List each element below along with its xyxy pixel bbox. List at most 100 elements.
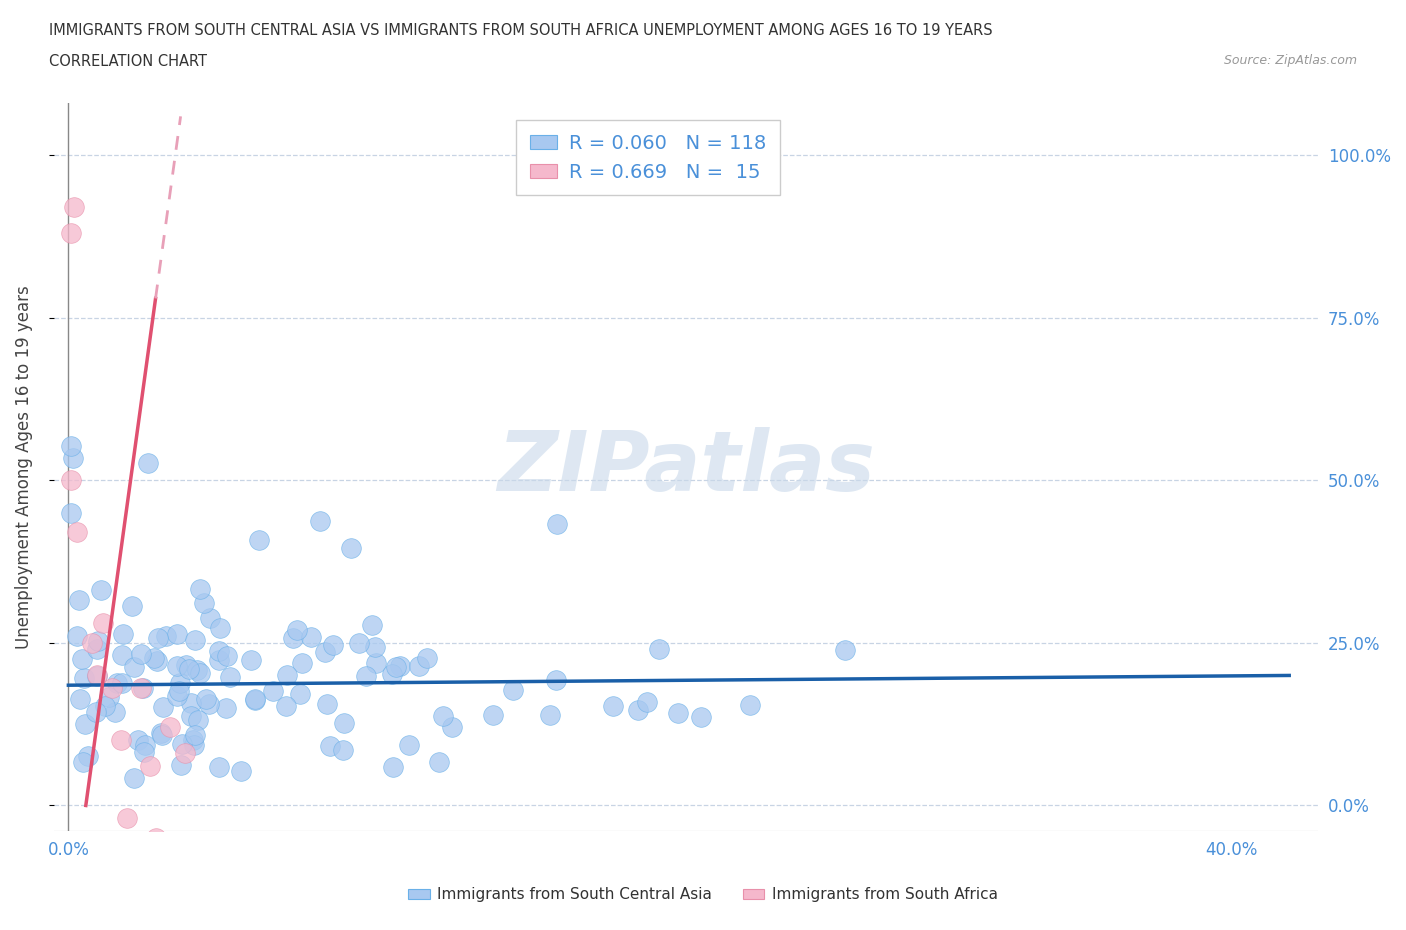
Point — [86, 668, 108, 683]
Point — [110, 733, 132, 748]
Point — [668, 706, 690, 721]
Point — [60, 438, 83, 453]
Point — [80, 635, 103, 650]
Point — [155, 628, 177, 643]
Point — [121, 599, 143, 614]
Point — [183, 738, 205, 753]
Point — [262, 684, 284, 698]
Point — [139, 759, 162, 774]
Point — [184, 632, 207, 647]
Point — [546, 517, 568, 532]
Text: ZIPatlas: ZIPatlas — [498, 427, 875, 508]
Point — [90, 582, 112, 597]
Point — [66, 629, 89, 644]
Point — [70, 652, 93, 667]
Point — [647, 642, 669, 657]
Point — [180, 708, 202, 723]
Point — [481, 708, 503, 723]
Text: IMMIGRANTS FROM SOUTH CENTRAL ASIA VS IMMIGRANTS FROM SOUTH AFRICA UNEMPLOYMENT : IMMIGRANTS FROM SOUTH CENTRAL ASIA VS IM… — [49, 23, 993, 38]
Point — [315, 697, 337, 711]
Point — [136, 456, 159, 471]
Point — [187, 712, 209, 727]
Point — [132, 681, 155, 696]
Point — [416, 650, 439, 665]
Point — [180, 696, 202, 711]
Point — [398, 737, 420, 752]
Point — [166, 626, 188, 641]
Point — [170, 758, 193, 773]
Point — [62, 451, 84, 466]
Point — [319, 739, 342, 754]
Point — [169, 675, 191, 690]
Point — [198, 697, 221, 711]
Point — [87, 633, 110, 648]
Point — [127, 733, 149, 748]
Point — [538, 707, 561, 722]
Point — [184, 727, 207, 742]
Legend: Immigrants from South Central Asia, Immigrants from South Africa: Immigrants from South Central Asia, Immi… — [402, 882, 1004, 909]
Point — [115, 811, 138, 826]
Point — [69, 593, 91, 608]
Point — [283, 631, 305, 645]
Point — [381, 667, 404, 682]
Point — [146, 654, 169, 669]
Point — [166, 658, 188, 673]
Point — [627, 702, 650, 717]
Point — [308, 513, 330, 528]
Point — [166, 688, 188, 703]
Point — [186, 663, 208, 678]
Point — [364, 639, 387, 654]
Point — [104, 705, 127, 720]
Point — [143, 651, 166, 666]
Point — [122, 659, 145, 674]
Point — [72, 671, 94, 685]
Point — [208, 760, 231, 775]
Point — [441, 720, 464, 735]
Point — [690, 710, 713, 724]
Point — [740, 698, 762, 713]
Point — [145, 830, 167, 845]
Point — [354, 669, 377, 684]
Point — [179, 662, 201, 677]
Point — [77, 749, 100, 764]
Point — [299, 629, 322, 644]
Point — [388, 658, 411, 673]
Point — [148, 630, 170, 644]
Point — [193, 596, 215, 611]
Point — [84, 704, 107, 719]
Point — [111, 648, 134, 663]
Point — [276, 668, 298, 683]
Point — [366, 656, 388, 671]
Point — [134, 737, 156, 752]
Point — [170, 737, 193, 751]
Point — [174, 658, 197, 672]
Text: Source: ZipAtlas.com: Source: ZipAtlas.com — [1223, 54, 1357, 67]
Point — [86, 642, 108, 657]
Point — [339, 540, 361, 555]
Point — [173, 746, 195, 761]
Point — [427, 755, 450, 770]
Point — [243, 691, 266, 706]
Point — [219, 669, 242, 684]
Point — [332, 743, 354, 758]
Point — [132, 745, 155, 760]
Point — [288, 687, 311, 702]
Point — [408, 658, 430, 673]
Point — [122, 770, 145, 785]
Point — [72, 754, 94, 769]
Point — [97, 690, 120, 705]
Point — [150, 725, 173, 740]
Point — [159, 720, 181, 735]
Point — [69, 692, 91, 707]
Point — [314, 644, 336, 659]
Point — [322, 637, 344, 652]
Legend: R = 0.060   N = 118, R = 0.669   N =  15: R = 0.060 N = 118, R = 0.669 N = 15 — [516, 120, 780, 195]
Point — [129, 681, 152, 696]
Point — [215, 701, 238, 716]
Point — [129, 646, 152, 661]
Point — [152, 700, 174, 715]
Point — [240, 653, 263, 668]
Point — [285, 622, 308, 637]
Point — [101, 681, 124, 696]
Point — [190, 666, 212, 681]
